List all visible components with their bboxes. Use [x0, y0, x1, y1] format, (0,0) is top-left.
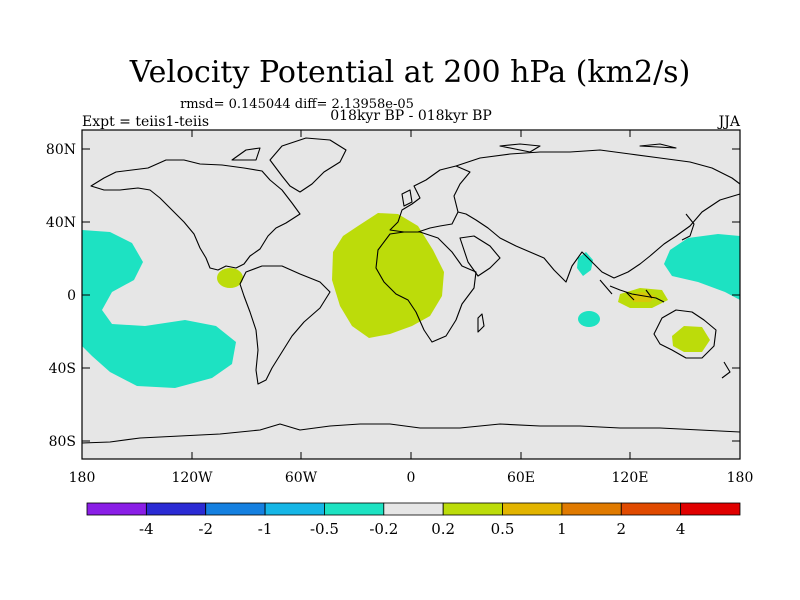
subtitle: 018kyr BP - 018kyr BP — [330, 108, 492, 124]
colorbar-label-1: -2 — [198, 520, 213, 538]
negative-region-west-pacific — [664, 234, 740, 300]
colorbar-box-9 — [620, 502, 682, 516]
lon-tick-180e: 180 — [727, 452, 754, 486]
lat-label-40n: 40N — [46, 215, 76, 231]
lon-tick-120w: 120W — [171, 130, 213, 486]
coastline-north-america — [90, 159, 301, 271]
experiment-label: Expt = teiis1-teiis — [82, 114, 209, 130]
colorbar-box-8 — [561, 502, 622, 516]
positive-region-atlantic-africa — [332, 213, 444, 338]
negative-region-east-pacific — [82, 230, 236, 388]
map-panel: 80N 40N 0 40S 80S 180 — [46, 129, 754, 486]
colorbar-label-8: 2 — [616, 520, 626, 538]
season-label: JJA — [717, 114, 741, 130]
anomaly-layer — [82, 213, 740, 388]
colorbar-label-5: 0.2 — [431, 520, 455, 538]
colorbar-label-0: -4 — [139, 520, 154, 538]
coastline-arabia — [459, 235, 501, 277]
colorbar-label-6: 0.5 — [491, 520, 515, 538]
colorbar-box-10 — [680, 502, 741, 516]
lat-label-equator: 0 — [67, 288, 76, 304]
lon-tick-0: 0 — [407, 130, 416, 486]
colorbar-label-3: -0.5 — [310, 520, 339, 538]
latitude-axis: 80N 40N 0 40S 80S — [46, 142, 740, 450]
coastline-new-zealand — [721, 361, 731, 379]
colorbar-label-2: -1 — [258, 520, 273, 538]
negative-region-indian-ocean — [578, 311, 600, 327]
colorbar-label-4: -0.2 — [369, 520, 398, 538]
coastline-uk — [401, 189, 413, 207]
longitude-axis: 180 120W 60W 0 60E 120E — [69, 130, 754, 486]
coastline-africa — [375, 231, 477, 343]
coastline-south-america — [239, 265, 331, 385]
plot-title: Velocity Potential at 200 hPa (km2/s) — [129, 55, 691, 90]
lon-label-120w: 120W — [171, 470, 213, 486]
lon-label-180-left: 180 — [69, 470, 96, 486]
positive-region-australia — [672, 326, 710, 352]
lat-tick-eq: 0 — [67, 288, 740, 304]
colorbar-box-3 — [264, 502, 325, 516]
lon-label-180-right: 180 — [727, 470, 754, 486]
coastline-indonesia — [599, 279, 665, 303]
colorbar-box-5 — [383, 502, 444, 516]
lat-tick-80s: 80S — [49, 434, 740, 450]
lon-label-120e: 120E — [612, 470, 649, 486]
lon-label-0: 0 — [407, 470, 416, 486]
lon-tick-60w: 60W — [285, 130, 318, 486]
colorbar-box-0 — [86, 502, 147, 516]
coastline-greenland — [269, 137, 347, 193]
stats-line: rmsd= 0.145044 diff= 2.13958e-05 — [180, 97, 414, 112]
colorbar-label-9: 4 — [676, 520, 686, 538]
colorbar-labels: -4 -2 -1 -0.5 -0.2 0.2 0.5 1 2 4 — [139, 520, 685, 538]
colorbar: -4 -2 -1 -0.5 -0.2 0.2 0.5 1 2 4 — [86, 502, 741, 538]
lat-tick-40n: 40N — [46, 215, 740, 231]
lat-tick-80n: 80N — [46, 142, 740, 158]
colorbar-box-1 — [145, 502, 207, 516]
coastline-antarctica — [81, 423, 741, 444]
lon-label-60e: 60E — [507, 470, 535, 486]
lat-label-80s: 80S — [49, 434, 76, 450]
coastline-arctic-islands — [231, 143, 677, 161]
colorbar-box-7 — [502, 502, 563, 516]
positive-region-central-america — [217, 268, 243, 288]
colorbar-box-6 — [442, 502, 503, 516]
lon-label-60w: 60W — [285, 470, 318, 486]
coastline-asia — [455, 149, 741, 283]
lat-label-80n: 80N — [46, 142, 76, 158]
coastline-europe — [389, 165, 471, 233]
colorbar-boxes — [86, 502, 741, 516]
coastline-australia — [653, 309, 717, 359]
lon-tick-120e: 120E — [612, 130, 649, 486]
coastlines — [81, 137, 741, 444]
colorbar-box-2 — [205, 502, 266, 516]
lat-label-40s: 40S — [49, 361, 76, 377]
lat-tick-40s: 40S — [49, 361, 740, 377]
lon-tick-60e: 60E — [507, 130, 535, 486]
coastline-japan — [681, 213, 695, 241]
colorbar-label-7: 1 — [557, 520, 567, 538]
coastline-madagascar — [477, 313, 485, 333]
colorbar-box-4 — [324, 502, 385, 516]
negative-region-bay-of-bengal — [577, 252, 593, 276]
lon-tick-180w: 180 — [69, 452, 96, 486]
